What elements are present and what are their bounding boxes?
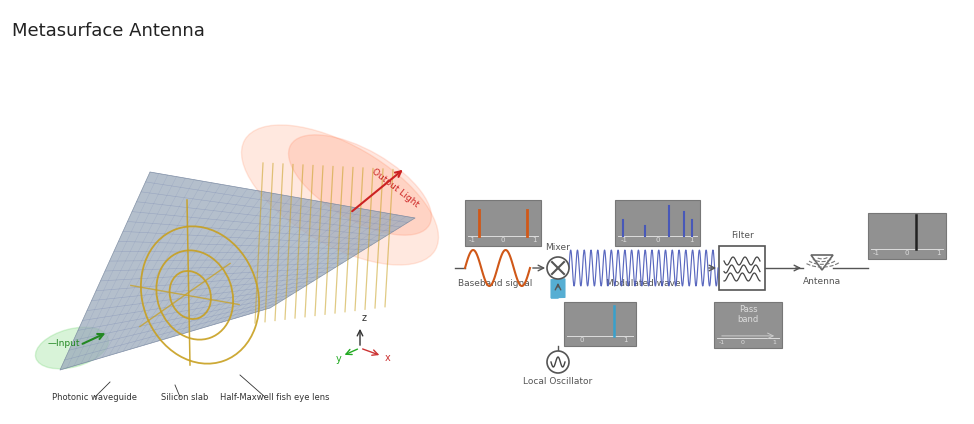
Text: z: z (362, 313, 367, 323)
Text: 0: 0 (905, 250, 910, 256)
Text: Silicon slab: Silicon slab (162, 393, 208, 402)
Text: Local Oscillator: Local Oscillator (523, 377, 592, 386)
Text: 0: 0 (501, 237, 506, 243)
Polygon shape (60, 172, 415, 370)
Text: Metasurface Antenna: Metasurface Antenna (12, 22, 205, 40)
Circle shape (547, 351, 569, 373)
Text: 1: 1 (689, 237, 693, 243)
Circle shape (547, 257, 569, 279)
FancyBboxPatch shape (714, 302, 782, 348)
Ellipse shape (242, 125, 438, 265)
Text: -1: -1 (719, 340, 725, 345)
Text: Antenna: Antenna (803, 277, 842, 286)
Text: 1: 1 (623, 338, 627, 343)
Text: y: y (336, 354, 342, 364)
Text: 1: 1 (532, 237, 537, 243)
Polygon shape (811, 255, 833, 270)
Ellipse shape (35, 327, 108, 369)
Text: Half-Maxwell fish eye lens: Half-Maxwell fish eye lens (220, 393, 330, 402)
Text: 0: 0 (656, 237, 659, 243)
Text: Filter: Filter (730, 231, 753, 240)
Text: -1: -1 (620, 237, 627, 243)
Text: Modulated wave: Modulated wave (606, 279, 681, 288)
FancyBboxPatch shape (615, 200, 700, 246)
Ellipse shape (288, 135, 431, 235)
FancyBboxPatch shape (868, 213, 946, 259)
Text: Baseband signal: Baseband signal (458, 279, 532, 288)
FancyBboxPatch shape (564, 302, 636, 346)
Text: Output Light: Output Light (370, 167, 421, 209)
Text: Photonic waveguide: Photonic waveguide (53, 393, 137, 402)
Text: 1: 1 (772, 340, 776, 345)
FancyBboxPatch shape (465, 200, 541, 246)
Text: band: band (737, 315, 759, 324)
Text: 1: 1 (936, 250, 940, 256)
Text: -1: -1 (468, 237, 475, 243)
Text: Pass: Pass (738, 305, 758, 314)
Text: x: x (385, 353, 391, 363)
FancyBboxPatch shape (719, 246, 765, 290)
Text: Mixer: Mixer (545, 243, 571, 252)
Text: 0: 0 (741, 340, 745, 345)
Text: —Input: —Input (48, 340, 81, 349)
Text: 0: 0 (580, 338, 584, 343)
Text: -1: -1 (873, 250, 880, 256)
